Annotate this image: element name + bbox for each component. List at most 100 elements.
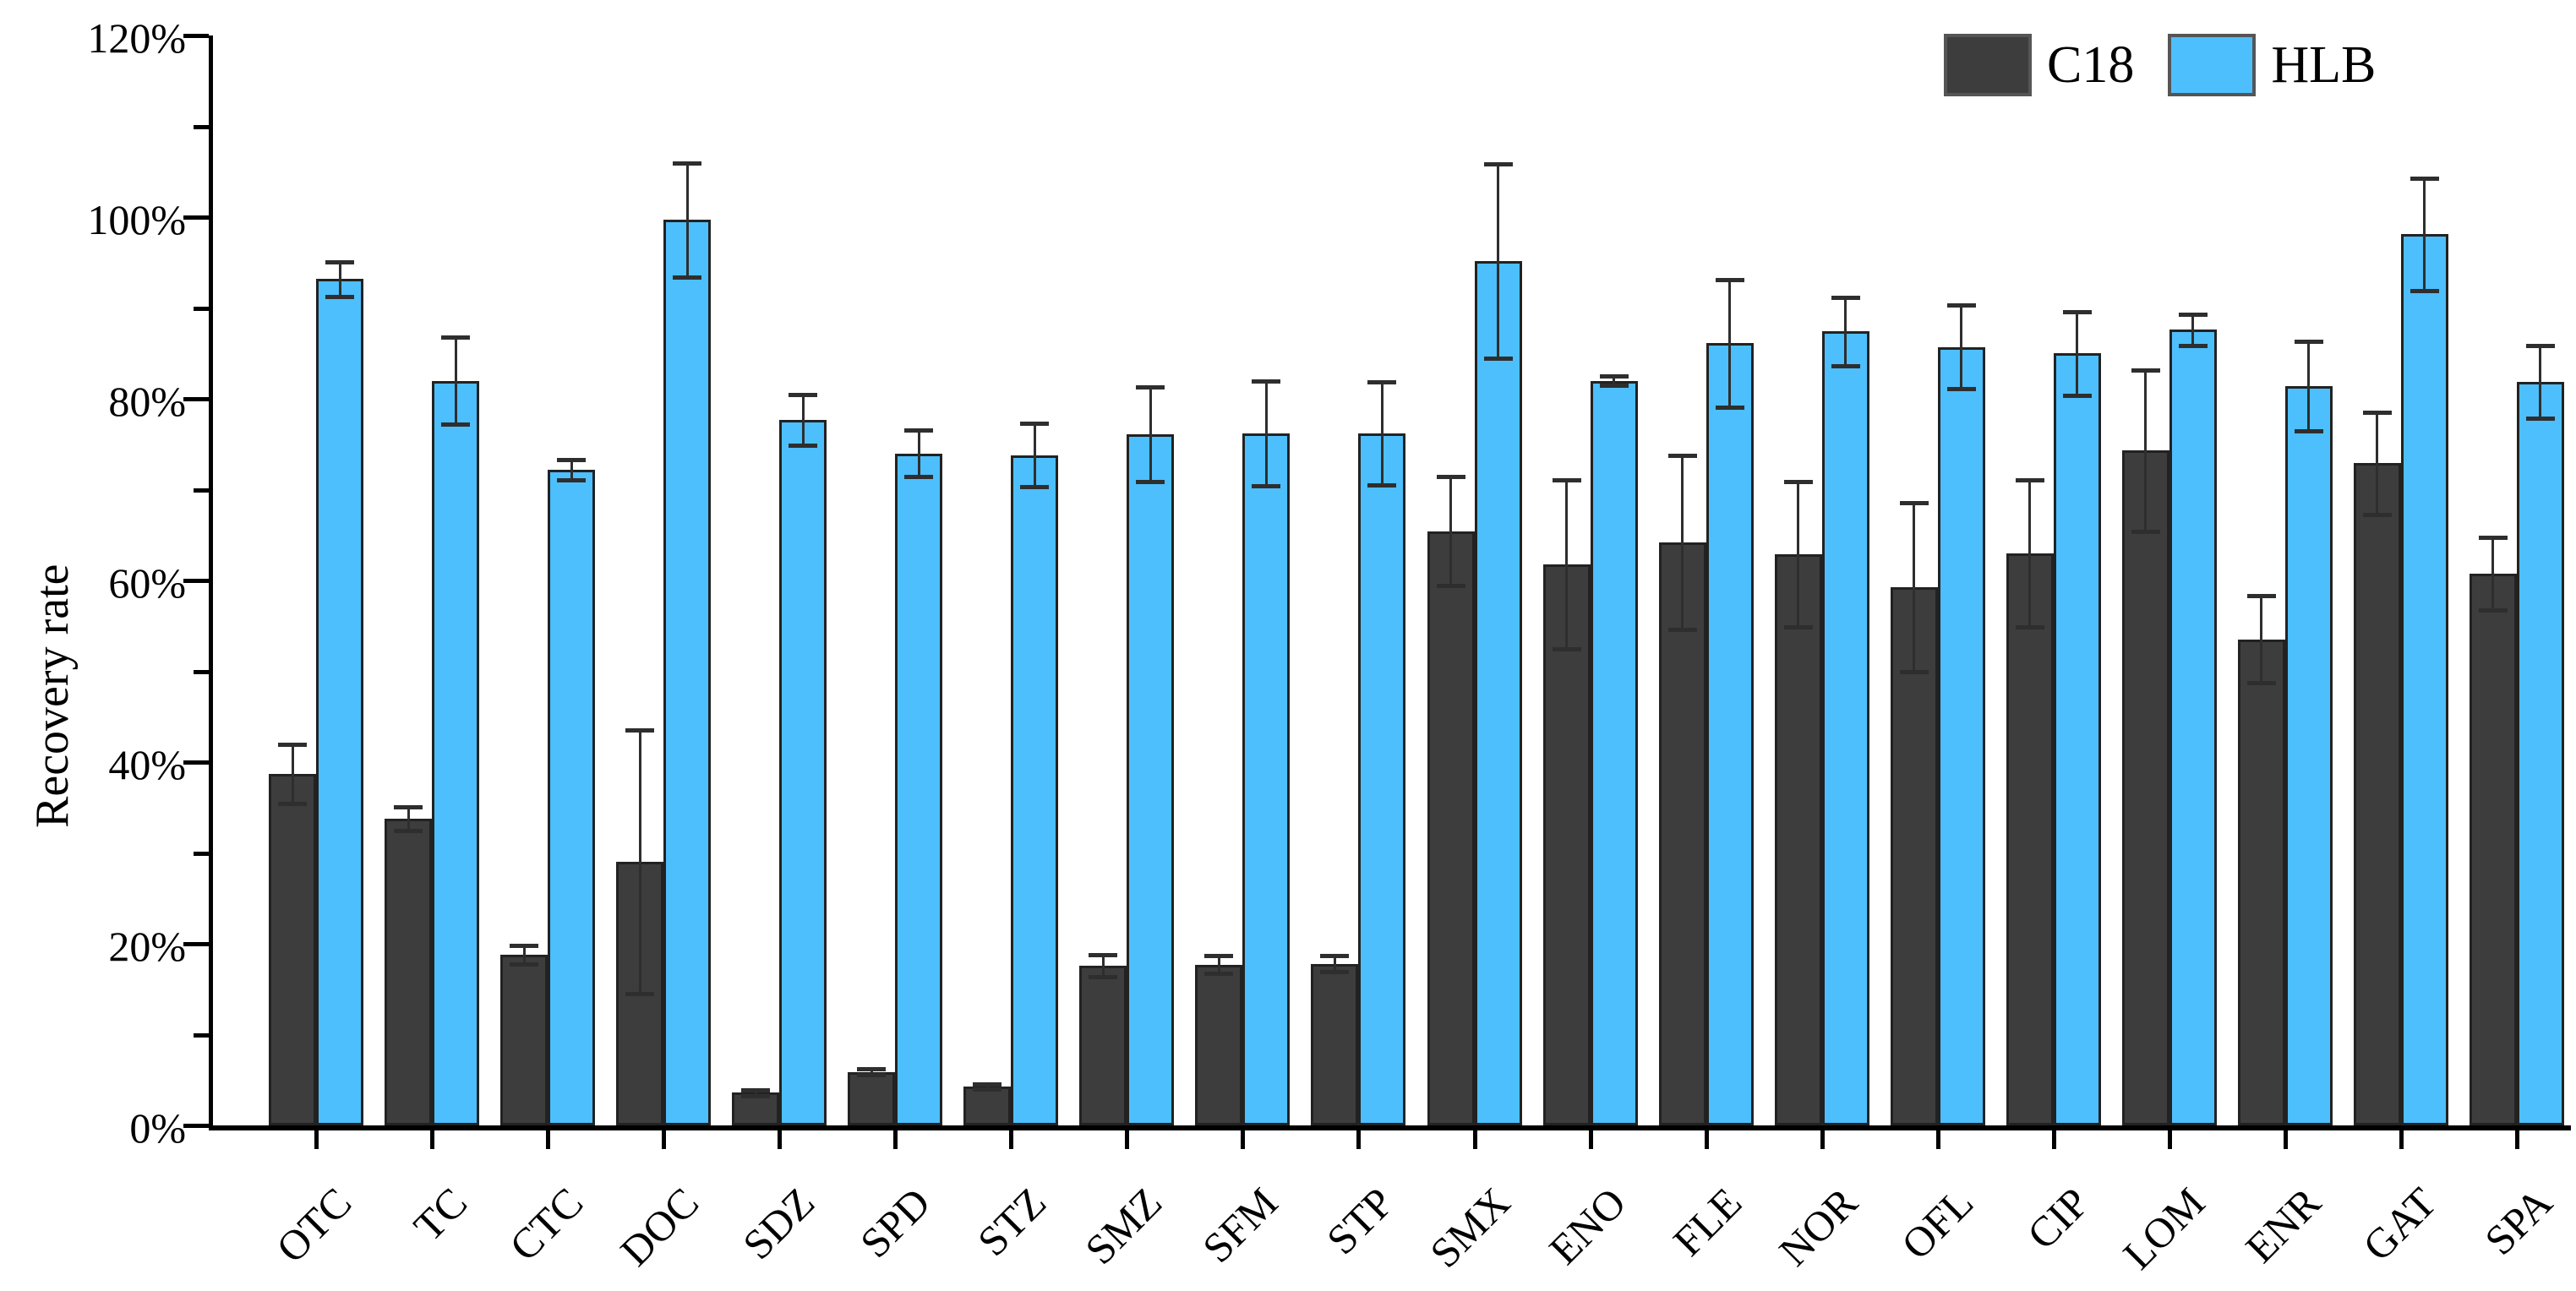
error-bar-cap-top [973,1081,1002,1087]
error-bar-cap-bottom [2294,428,2323,433]
error-bar-cap-bottom [2062,393,2092,398]
error-bar-cap-bottom [1367,483,1397,488]
error-bar-cap-bottom [278,802,307,807]
error-bar-cap-bottom [1136,479,1165,484]
error-bar-line [338,261,341,297]
bar-hlb-eno [1590,380,1638,1125]
bar-hlb-sfm [1242,433,1291,1125]
error-bar-cap-top [1899,500,1929,505]
error-bar-line [2144,369,2148,531]
error-bar-line [1380,381,1384,486]
error-bar-line [407,806,410,831]
bar-c18-cip [2006,553,2054,1125]
y-major-tick [183,579,209,583]
bar-c18-ctc [500,954,548,1125]
error-bar-cap-bottom [2178,343,2208,348]
x-tick-label: OTC [266,1178,361,1272]
error-bar-cap-top [789,392,818,397]
error-bar-cap-top [741,1088,771,1093]
error-bar-line [2076,311,2079,395]
error-bar-cap-top [1483,161,1513,166]
x-tick [314,1130,319,1149]
x-tick [1009,1130,1014,1149]
bar-c18-ofl [1890,586,1938,1125]
y-minor-tick [194,306,209,311]
bar-hlb-tc [432,380,480,1125]
legend: C18 HLB [1944,34,2376,96]
bar-c18-otc [269,773,316,1125]
error-bar-cap-bottom [1252,484,1281,489]
error-bar-line [1333,955,1336,972]
y-tick-label: 20% [108,923,186,970]
error-bar-cap-top [557,458,587,463]
bar-hlb-spa [2516,381,2564,1125]
y-major-tick [183,942,209,946]
error-bar-cap-bottom [1204,972,1234,977]
bar-hlb-enr [2284,385,2333,1125]
error-bar-cap-top [1136,385,1165,390]
bar-c18-smx [1427,531,1475,1125]
bar-hlb-lom [2169,330,2217,1125]
legend-label-hlb: HLB [2271,36,2377,94]
error-bar-cap-bottom [1899,669,1929,674]
error-bar-cap-bottom [1020,485,1050,490]
error-bar-cap-bottom [1483,356,1513,361]
bar-hlb-cip [2053,353,2101,1125]
error-bar-line [870,1069,873,1075]
y-major-tick [183,760,209,765]
error-bar-cap-top [2410,176,2439,181]
error-bar-line [1101,954,1105,977]
x-tick [2051,1130,2056,1149]
error-bar-cap-bottom [441,422,471,428]
error-bar-cap-bottom [510,961,539,967]
error-bar-cap-bottom [2410,289,2439,294]
error-bar-line [1149,387,1152,482]
error-bar-line [917,429,920,477]
error-bar-line [1264,380,1268,487]
error-bar-cap-bottom [2246,681,2276,686]
error-bar-line [1449,477,1452,586]
y-minor-tick [194,669,209,674]
x-tick [2399,1130,2404,1149]
error-bar-cap-top [2362,411,2392,416]
bar-hlb-nor [1821,331,1869,1125]
x-tick [1241,1130,1246,1149]
bar-hlb-gat [2400,234,2448,1125]
error-bar-line [2423,177,2426,291]
error-bar-cap-bottom [2478,608,2508,613]
x-tick [893,1130,898,1149]
error-bar-line [2491,537,2495,611]
x-tick [546,1130,551,1149]
x-tick [662,1130,667,1149]
x-tick [1588,1130,1593,1149]
bar-hlb-smx [1474,260,1522,1125]
error-bar-cap-top [1599,374,1629,379]
error-bar-cap-top [1715,278,1744,283]
bar-hlb-fle [1706,343,1754,1125]
y-tick-label: 60% [108,559,186,607]
error-bar-cap-top [510,944,539,949]
error-bar-cap-bottom [625,992,655,997]
x-tick [2283,1130,2288,1149]
error-bar-line [1913,502,1916,672]
error-bar-cap-top [857,1067,887,1072]
error-bar-line [1217,955,1220,974]
legend-swatch-c18 [1944,34,2032,96]
error-bar-cap-top [278,742,307,747]
error-bar-cap-bottom [1089,974,1118,979]
error-bar-cap-bottom [741,1093,771,1098]
error-bar-line [1797,481,1800,627]
error-bar-cap-top [1020,422,1050,427]
error-bar-line [1613,376,1616,385]
error-bar-cap-bottom [1946,387,1976,392]
y-major-tick [183,1124,209,1128]
x-tick [1356,1130,1362,1149]
error-bar-cap-top [1667,453,1697,458]
error-bar-line [1033,423,1036,488]
bar-hlb-spd [895,453,943,1125]
error-bar-line [2260,596,2263,684]
error-bar-cap-bottom [2362,512,2392,517]
error-bar-cap-bottom [394,828,423,833]
error-bar-line [2539,345,2542,418]
x-tick [1704,1130,1709,1149]
